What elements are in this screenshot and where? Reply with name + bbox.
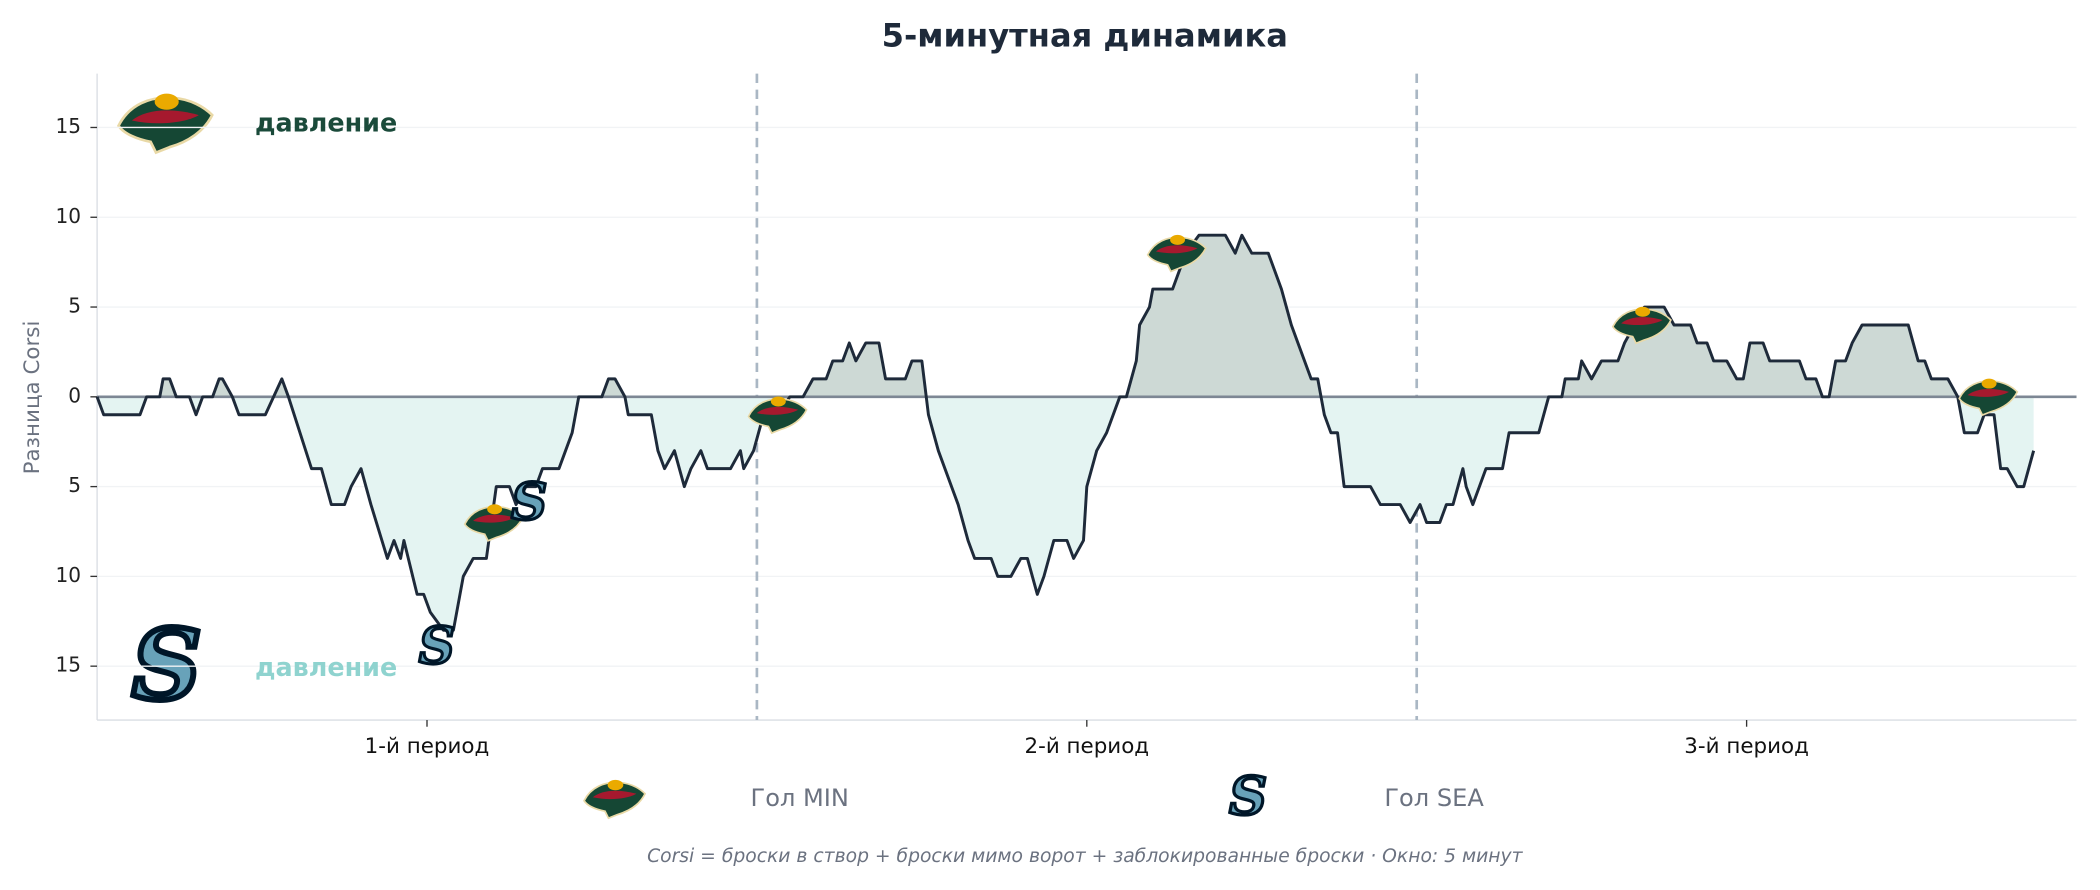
annotation: давление: [255, 652, 397, 682]
annotation: давление: [255, 107, 397, 137]
y-tick-label: 10: [56, 204, 82, 228]
legend-label: Гол SEA: [1384, 784, 1484, 812]
y-axis-label: Разница Corsi: [20, 321, 45, 475]
chart-title: 5-минутная динамика: [882, 16, 1288, 54]
y-tick-label: 5: [68, 473, 81, 497]
y-tick-label: 15: [56, 114, 82, 138]
goal-marker: [417, 614, 457, 677]
y-tick-label: 10: [56, 563, 82, 587]
y-tick-label: 5: [68, 294, 81, 318]
team-logo-sea: [132, 609, 202, 722]
x-tick-label: 2-й период: [1024, 734, 1149, 759]
area-negative: [97, 396, 2034, 631]
legend-icon: [583, 778, 646, 820]
x-tick-label: 3-й период: [1684, 734, 1809, 759]
legend-icon: [1227, 765, 1269, 830]
y-tick-label: 15: [56, 653, 82, 677]
legend-label: Гол MIN: [751, 784, 849, 812]
corsi-line: [95, 233, 2036, 632]
team-logo-min: [117, 92, 214, 154]
goal-marker: [509, 471, 549, 534]
footnote: Corsi = броски в створ + броски мимо вор…: [647, 846, 1524, 867]
y-tick-label: 0: [68, 383, 81, 407]
x-tick-label: 1-й период: [365, 734, 490, 759]
